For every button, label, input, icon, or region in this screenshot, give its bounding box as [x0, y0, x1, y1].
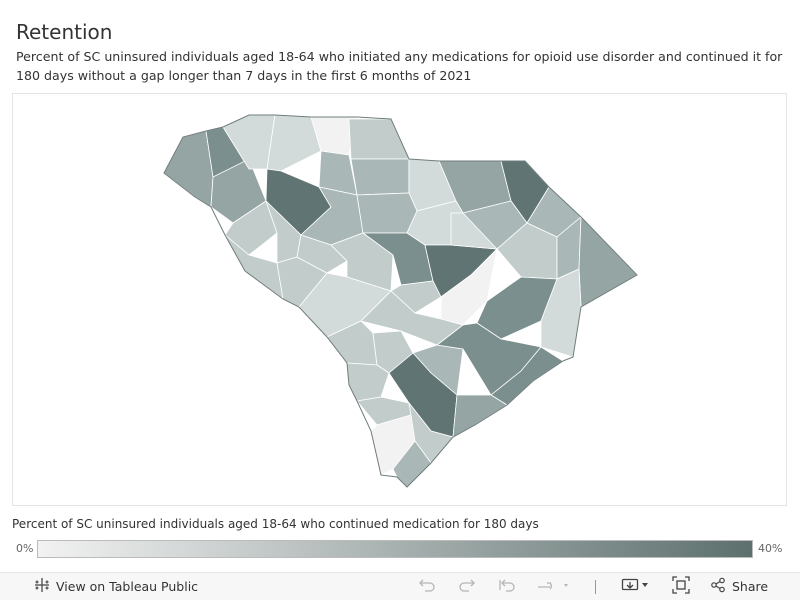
fullscreen-icon: [672, 576, 690, 597]
county-chester[interactable]: [350, 158, 410, 196]
revert-button[interactable]: [498, 573, 516, 600]
refresh-button[interactable]: [536, 573, 570, 600]
share-button[interactable]: Share: [710, 573, 768, 600]
refresh-icon: [536, 577, 570, 596]
legend-min-label: 0%: [16, 542, 34, 555]
map-container: [12, 93, 787, 506]
legend-title: Percent of SC uninsured individuals aged…: [12, 517, 539, 531]
state-outline: [163, 114, 638, 488]
county-charleston-south[interactable]: [452, 394, 508, 438]
legend-color-ramp: [37, 540, 753, 558]
undo-icon: [418, 577, 436, 596]
revert-icon: [498, 577, 516, 596]
legend-max-label: 40%: [758, 542, 783, 555]
download-button[interactable]: [621, 573, 651, 600]
download-icon: [621, 577, 651, 596]
county-horry[interactable]: [578, 216, 638, 308]
fullscreen-button[interactable]: [672, 573, 690, 600]
county-oconee[interactable]: [163, 130, 214, 208]
share-label: Share: [732, 579, 769, 594]
county-saluda[interactable]: [296, 234, 348, 274]
county-abbeville[interactable]: [224, 200, 278, 256]
tableau-toolbar: View on Tableau Public: [0, 572, 800, 600]
page-title: Retention: [16, 20, 113, 44]
view-on-tableau-public-label: View on Tableau Public: [56, 579, 199, 594]
county-allendale[interactable]: [346, 362, 390, 402]
redo-button[interactable]: [458, 573, 476, 600]
page-subtitle: Percent of SC uninsured individuals aged…: [16, 49, 783, 83]
redo-icon: [458, 577, 476, 596]
toolbar-separator: [595, 580, 596, 594]
sc-county-map: [163, 114, 638, 488]
undo-button[interactable]: [418, 573, 436, 600]
tableau-logo-icon: [34, 577, 50, 596]
county-orangeburg[interactable]: [360, 290, 464, 346]
view-on-tableau-public-link[interactable]: View on Tableau Public: [34, 573, 198, 600]
county-fairfield[interactable]: [356, 192, 418, 234]
share-icon: [710, 577, 726, 596]
